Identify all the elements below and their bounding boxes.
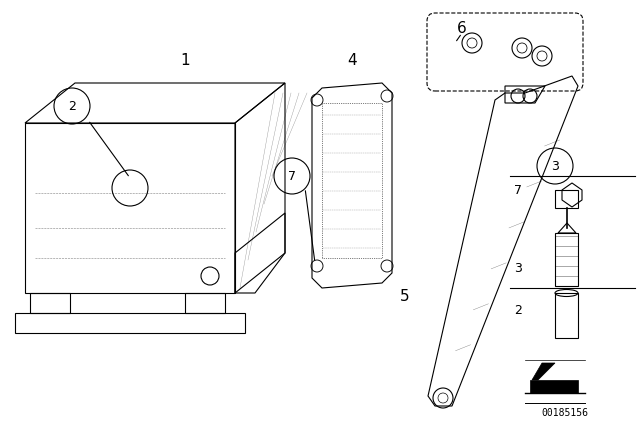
Text: 3: 3 — [551, 159, 559, 172]
Text: 6: 6 — [457, 21, 467, 35]
Polygon shape — [532, 363, 555, 380]
Text: 00185156: 00185156 — [541, 408, 589, 418]
Text: 5: 5 — [400, 289, 410, 303]
Text: 2: 2 — [68, 99, 76, 112]
Text: 3: 3 — [514, 262, 522, 275]
Text: 7: 7 — [288, 169, 296, 182]
Text: 4: 4 — [347, 52, 357, 68]
Text: 2: 2 — [514, 303, 522, 316]
Polygon shape — [530, 380, 578, 393]
Text: 1: 1 — [180, 52, 190, 68]
Text: 7: 7 — [514, 184, 522, 197]
